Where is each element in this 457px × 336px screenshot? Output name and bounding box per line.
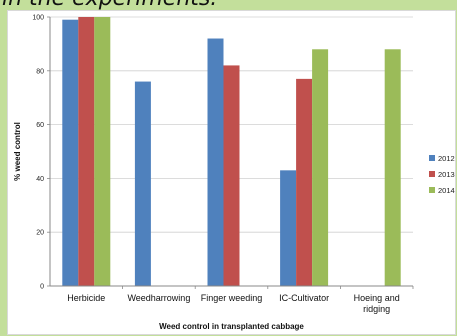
category-label: IC-Cultivator: [279, 293, 329, 303]
bar-2014: [384, 49, 401, 286]
bar-2013: [296, 78, 313, 287]
category-labels: Herbicide Weedharrowing Finger weeding IC-C…: [67, 286, 414, 314]
category-label: Finger weeding: [201, 293, 263, 303]
y-tick-labels: 0 20 40 60 80 100: [32, 15, 50, 291]
bar-2013: [78, 17, 95, 286]
y-tick-label: 100: [32, 15, 44, 22]
y-tick-label: 0: [40, 284, 44, 291]
chart-card: 0 20 40 60 80 100 Herbicide Weedharrowing Finge…: [8, 11, 455, 334]
legend-label-2014: 2014: [438, 186, 455, 195]
category-label: Hoeing and: [354, 293, 400, 303]
y-axis-title: % weed control: [13, 122, 22, 181]
bar-2013: [223, 65, 240, 286]
category-label: Herbicide: [67, 293, 105, 303]
bar-2012: [62, 19, 79, 286]
bars: [62, 17, 401, 287]
y-tick-label: 60: [36, 122, 44, 129]
slide-banner-text: in the experiments:: [2, 0, 218, 11]
x-axis-title: Weed control in transplanted cabbage: [159, 322, 304, 331]
legend-swatch-2012: [429, 155, 435, 161]
y-tick-label: 20: [36, 230, 44, 237]
legend-label-2013: 2013: [438, 170, 455, 179]
bar-2012: [280, 170, 297, 286]
legend-swatch-2013: [429, 171, 435, 177]
bar-2014: [94, 17, 111, 286]
y-tick-label: 80: [36, 68, 44, 75]
y-tick-label: 40: [36, 176, 44, 183]
bar-chart: 0 20 40 60 80 100 Herbicide Weedharrowing Finge…: [13, 15, 455, 332]
bar-2012: [207, 38, 224, 286]
legend: 2012 2013 2014: [429, 154, 455, 195]
bar-2012: [134, 81, 151, 286]
legend-swatch-2014: [429, 187, 435, 193]
category-label: ridging: [363, 304, 390, 314]
legend-label-2012: 2012: [438, 154, 455, 163]
category-label: Weedharrowing: [127, 293, 190, 303]
bar-2014: [312, 49, 329, 286]
